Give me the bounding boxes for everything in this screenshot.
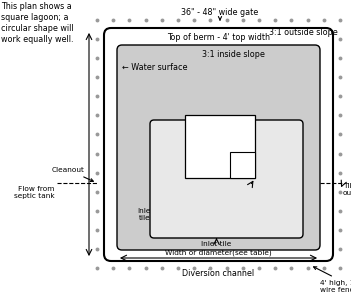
Bar (230, 152, 255, 178)
FancyBboxPatch shape (104, 28, 333, 261)
Text: This plan shows a
square lagoon; a
circular shape will
work equally well.: This plan shows a square lagoon; a circu… (1, 2, 74, 44)
FancyBboxPatch shape (117, 45, 320, 250)
Text: 3:1 inside slope: 3:1 inside slope (202, 50, 265, 59)
FancyBboxPatch shape (150, 120, 303, 238)
Text: 4' high, 14 gauge
wire fence: 4' high, 14 gauge wire fence (313, 267, 351, 292)
Text: 36" - 48" wide gate: 36" - 48" wide gate (181, 8, 259, 20)
Text: Flow from
septic tank: Flow from septic tank (14, 186, 55, 199)
Text: Width or diameter(see table): Width or diameter(see table) (165, 249, 272, 256)
Text: 3:1 outside slope: 3:1 outside slope (269, 28, 338, 37)
Text: Flat bottom: Flat bottom (184, 190, 278, 196)
Text: Diversion channel: Diversion channel (183, 269, 254, 278)
Text: Inlet
tile: Inlet tile (137, 208, 153, 221)
Text: Top of berm - 4' top width: Top of berm - 4' top width (167, 33, 270, 42)
Text: Inlet tile: Inlet tile (201, 241, 232, 247)
Text: 3' x 3'- 4" thick
concrete
pad: 3' x 3'- 4" thick concrete pad (188, 118, 244, 138)
Text: ← Water surface: ← Water surface (122, 63, 187, 72)
Text: Tile
outlet: Tile outlet (343, 183, 351, 196)
Text: Cleanout: Cleanout (52, 167, 93, 181)
Bar (185, 115, 255, 178)
